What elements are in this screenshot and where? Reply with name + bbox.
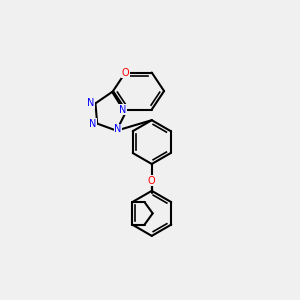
Text: N: N (89, 118, 96, 129)
Text: O: O (148, 176, 156, 186)
Text: N: N (87, 98, 94, 108)
Text: N: N (114, 124, 122, 134)
Text: O: O (122, 68, 129, 78)
Text: N: N (119, 104, 126, 115)
